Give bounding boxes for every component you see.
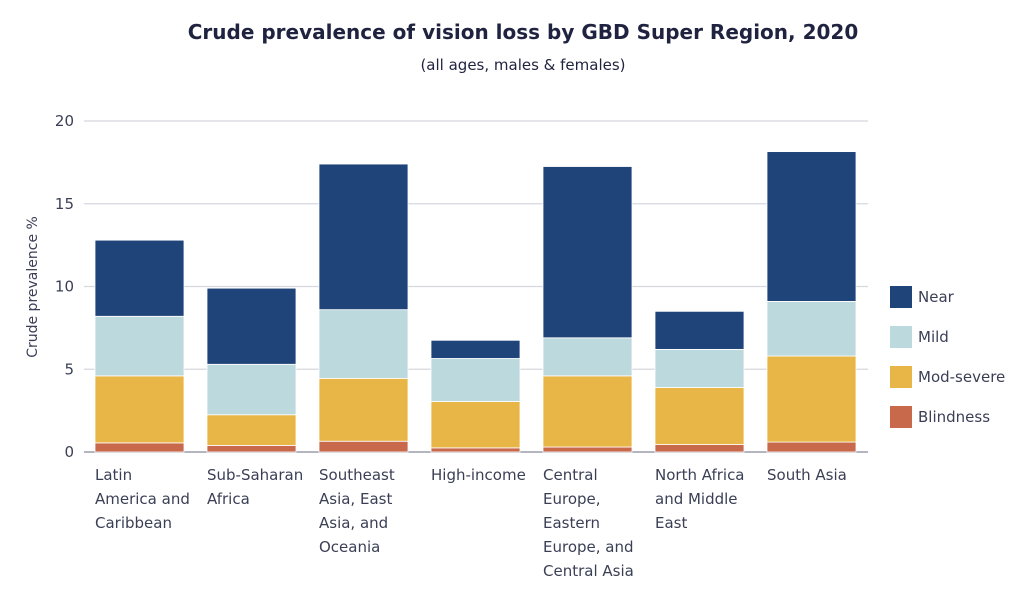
bar-segment-mild[interactable] (542, 337, 633, 377)
bar-segment-mild[interactable] (430, 358, 521, 402)
bar-segment-mod-severe[interactable] (318, 377, 409, 442)
legend-label: Mod-severe (918, 368, 1005, 386)
bar-segment-near[interactable] (206, 287, 297, 365)
x-tick-label: and Middle (655, 490, 738, 508)
x-tick-label: North Africa (655, 466, 745, 484)
x-tick-label: Africa (207, 490, 250, 508)
y-axis-label: Crude prevalence % (25, 216, 41, 358)
bar-segment-blindness[interactable] (542, 446, 633, 453)
bar-segment-blindness[interactable] (766, 441, 857, 453)
bar-segment-mild[interactable] (318, 309, 409, 379)
legend-swatch-blindness (890, 406, 912, 428)
x-tick-label: Asia, and (319, 514, 388, 532)
x-axis-labels: Latin America and Caribbean Sub-Saharan Afri… (95, 466, 847, 580)
y-tick-label: 10 (55, 278, 74, 296)
bar-segment-blindness[interactable] (94, 442, 185, 453)
x-tick-label: South Asia (767, 466, 847, 484)
x-tick-label: High-income (431, 466, 526, 484)
bar-segment-blindness[interactable] (206, 444, 297, 453)
y-tick-label: 5 (64, 360, 74, 378)
bar-segment-blindness[interactable] (430, 447, 521, 453)
y-axis-ticks: 0 5 10 15 20 (55, 112, 74, 461)
x-tick-label: Eastern (543, 514, 600, 532)
chart-title: Crude prevalence of vision loss by GBD S… (187, 20, 859, 44)
y-tick-label: 20 (55, 112, 74, 130)
legend-swatch-mild (890, 326, 912, 348)
x-tick-label: Central (543, 466, 598, 484)
x-tick-label: Europe, and (543, 538, 634, 556)
legend-label: Blindness (918, 408, 990, 426)
x-tick-label: East (655, 514, 687, 532)
bar-segment-mod-severe[interactable] (542, 375, 633, 448)
y-tick-label: 15 (55, 195, 74, 213)
bar-segment-mild[interactable] (654, 348, 745, 388)
x-tick-label: America and (95, 490, 190, 508)
chart-subtitle: (all ages, males & females) (420, 56, 626, 74)
bar-segment-mild[interactable] (94, 315, 185, 377)
bar-segment-near[interactable] (430, 339, 521, 359)
bars (94, 151, 857, 453)
legend: Near Mild Mod-severe Blindness (890, 286, 1005, 428)
x-tick-label: Europe, (543, 490, 601, 508)
legend-label: Near (918, 288, 955, 306)
legend-swatch-mod-severe (890, 366, 912, 388)
x-tick-label: Asia, East (319, 490, 392, 508)
bar-segment-blindness[interactable] (318, 440, 409, 453)
bar-segment-mild[interactable] (206, 363, 297, 416)
bar-segment-near[interactable] (766, 151, 857, 302)
legend-label: Mild (918, 328, 949, 346)
y-tick-label: 0 (64, 443, 74, 461)
legend-swatch-near (890, 286, 912, 308)
bar-segment-mild[interactable] (766, 300, 857, 357)
bar-segment-mod-severe[interactable] (206, 414, 297, 446)
bar-segment-near[interactable] (94, 239, 185, 317)
bar-segment-blindness[interactable] (654, 444, 745, 453)
bar-segment-near[interactable] (542, 166, 633, 339)
x-tick-label: Oceania (319, 538, 380, 556)
bar-segment-mod-severe[interactable] (766, 355, 857, 443)
bar-segment-near[interactable] (654, 310, 745, 350)
bar-segment-mod-severe[interactable] (654, 387, 745, 445)
x-tick-label: Central Asia (543, 562, 634, 580)
bar-segment-near[interactable] (318, 163, 409, 311)
x-tick-label: Southeast (319, 466, 395, 484)
bar-segment-mod-severe[interactable] (430, 401, 521, 449)
bar-segment-mod-severe[interactable] (94, 375, 185, 444)
x-tick-label: Sub-Saharan (207, 466, 303, 484)
x-tick-label: Latin (95, 466, 132, 484)
x-tick-label: Caribbean (95, 514, 172, 532)
